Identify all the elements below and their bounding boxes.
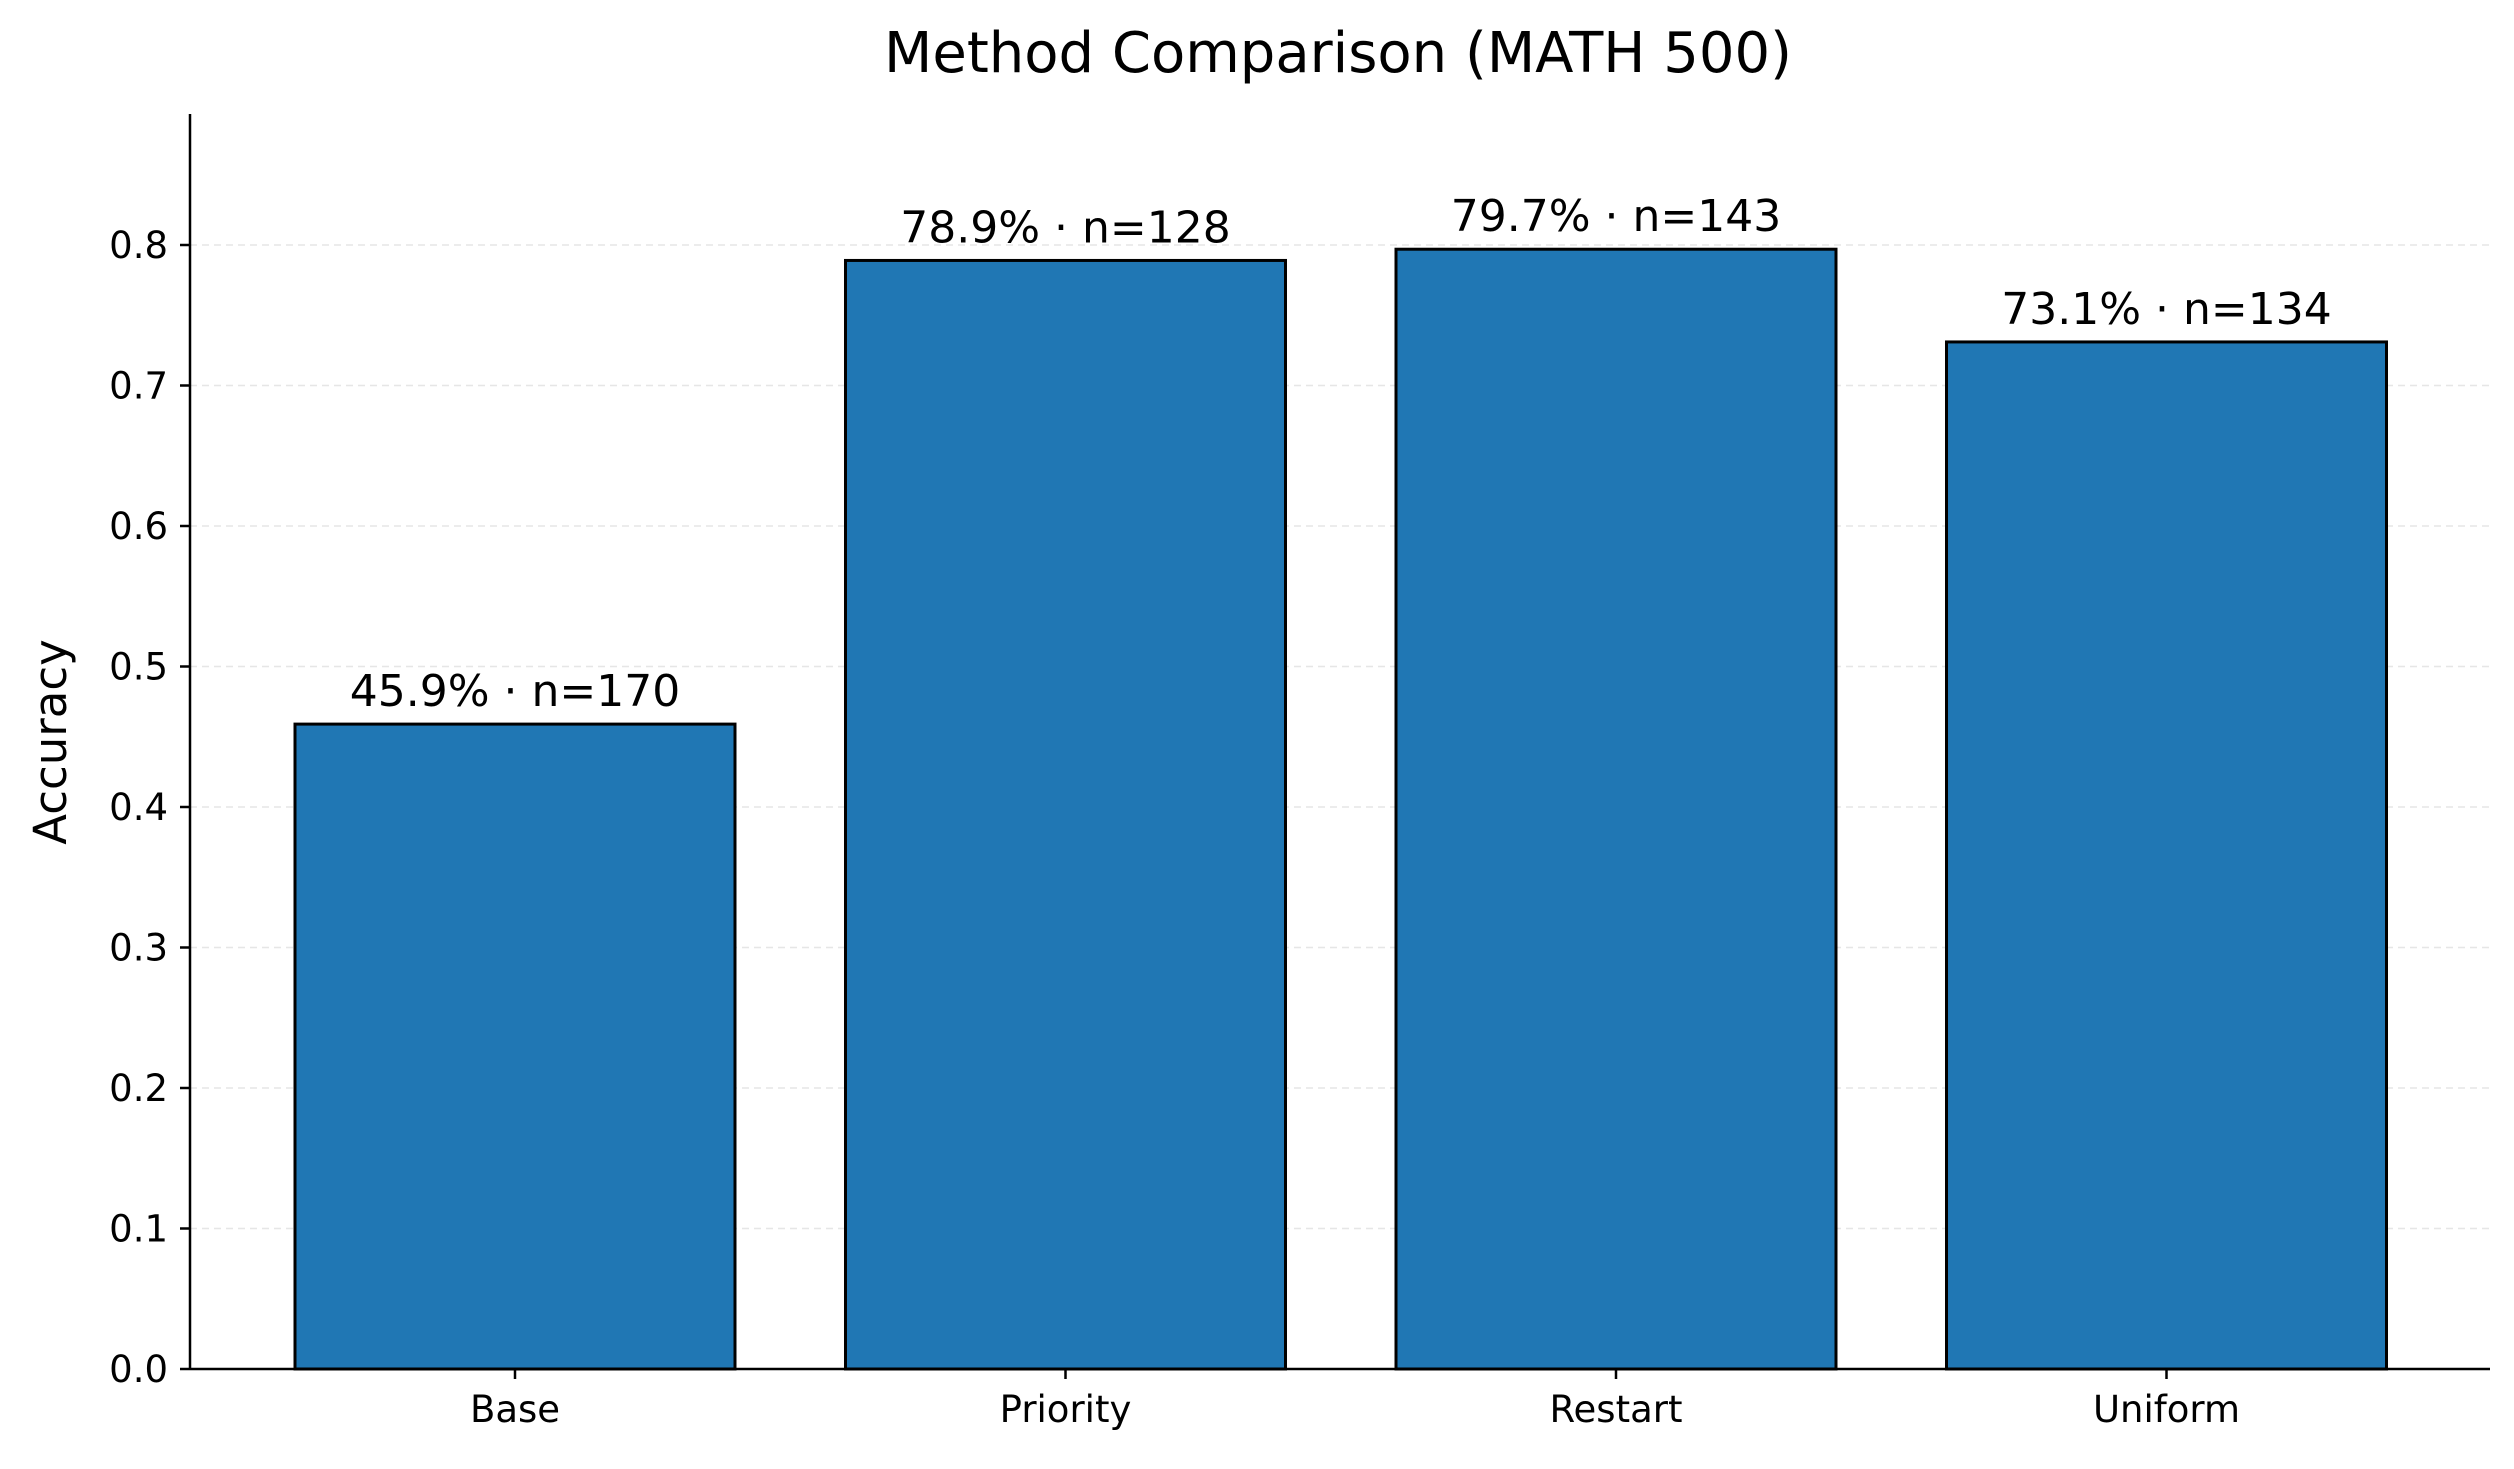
x-tick-label: Uniform [2093,1388,2240,1431]
x-tick-label: Restart [1550,1388,1683,1431]
bar-priority [844,258,1287,1371]
y-tick-label: 0.4 [109,786,168,829]
bar-base [293,722,737,1371]
x-tick-label: Base [470,1388,560,1431]
bar-restart [1394,247,1838,1371]
y-axis-title: Accuracy [24,639,77,844]
bar-value-label: 78.9% · n=128 [900,202,1230,253]
bar-value-label: 45.9% · n=170 [350,666,680,717]
chart-title: Method Comparison (MATH 500) [884,21,1792,86]
y-tick-label: 0.6 [109,505,168,548]
bar-labels: 45.9% · n=170 78.9% · n=128 79.7% · n=143 7… [350,191,2332,717]
y-tick-label: 0.3 [109,927,168,970]
y-tick-label: 0.0 [109,1348,168,1391]
x-tick-label: Priority [1000,1388,1132,1431]
x-ticks: Base Priority Restart Uniform [470,1369,2240,1431]
y-tick-label: 0.8 [109,224,168,267]
bar-value-label: 79.7% · n=143 [1451,191,1781,242]
bar-uniform [1945,340,2388,1371]
bar-value-label: 73.1% · n=134 [2001,284,2331,335]
y-tick-label: 0.2 [109,1067,168,1110]
y-tick-label: 0.7 [109,365,168,408]
y-ticks: 0.0 0.1 0.2 0.3 0.4 0.5 0.6 0.7 0.8 [109,224,190,1391]
bars [293,247,2388,1371]
y-tick-label: 0.5 [109,646,168,689]
y-tick-label: 0.1 [109,1208,168,1251]
